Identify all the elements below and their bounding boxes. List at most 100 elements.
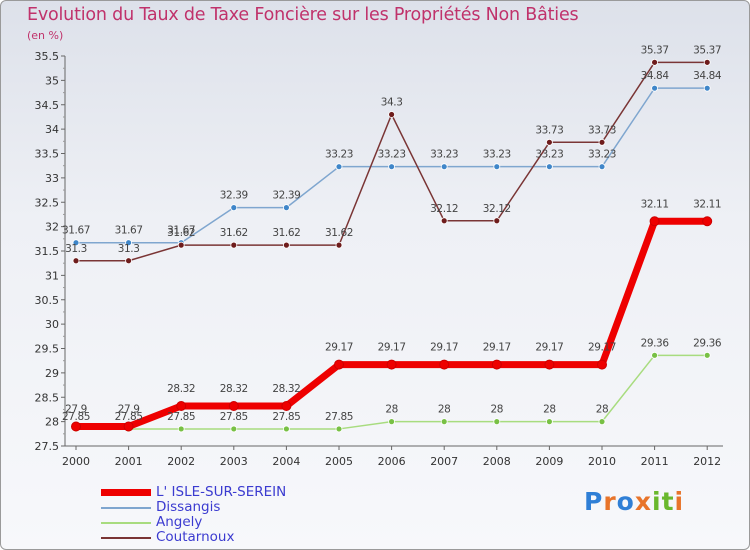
data-point <box>493 217 501 225</box>
data-label: 33.23 <box>378 149 406 161</box>
data-label: 28 <box>596 404 609 416</box>
data-point <box>651 351 658 359</box>
data-label: 31.62 <box>272 227 300 239</box>
x-tick-label: 2008 <box>483 455 511 468</box>
data-point <box>597 359 607 370</box>
data-point <box>544 359 555 370</box>
data-point <box>440 418 448 426</box>
data-label: 28.32 <box>167 383 195 395</box>
data-label: 28 <box>491 404 504 416</box>
logo-letter: i <box>674 487 685 516</box>
data-point <box>123 421 134 432</box>
data-label: 33.23 <box>588 149 616 161</box>
data-label: 32.12 <box>483 203 511 215</box>
data-label: 34.3 <box>381 97 403 109</box>
data-label: 34.84 <box>693 70 722 82</box>
x-tick-label: 2001 <box>115 455 143 468</box>
data-point <box>649 216 660 227</box>
data-point <box>176 401 187 412</box>
data-point <box>703 351 711 359</box>
x-tick-label: 2011 <box>641 455 669 468</box>
data-point <box>71 421 81 432</box>
legend-item-coutarnoux: Coutarnoux <box>101 530 341 545</box>
data-point <box>335 163 343 171</box>
data-point <box>651 58 658 66</box>
logo-letter: o <box>616 487 635 516</box>
legend-swatch-coutarnoux <box>101 537 151 539</box>
data-label: 33.23 <box>430 149 458 161</box>
data-label: 29.36 <box>641 337 670 349</box>
data-label: 32.11 <box>641 198 669 210</box>
x-tick-label: 2000 <box>62 455 90 468</box>
logo-letter: i <box>652 487 662 516</box>
data-point <box>388 418 396 426</box>
data-label: 29.17 <box>588 342 616 354</box>
data-label: 33.23 <box>483 149 511 161</box>
data-point <box>230 204 238 212</box>
data-label: 32.39 <box>272 190 300 202</box>
data-label: 27.9 <box>65 404 87 416</box>
data-point <box>440 217 448 225</box>
data-point <box>281 401 292 412</box>
data-label: 34.84 <box>641 70 670 82</box>
data-point <box>651 84 658 92</box>
data-label: 31.67 <box>167 225 195 237</box>
data-label: 33.23 <box>325 149 353 161</box>
data-point <box>72 257 80 265</box>
y-tick-label: 31 <box>45 269 59 282</box>
data-label: 29.36 <box>693 337 722 349</box>
data-point <box>703 84 711 92</box>
data-label: 29.17 <box>325 342 353 354</box>
data-point <box>439 359 450 370</box>
y-tick-label: 33.5 <box>35 148 60 161</box>
data-label: 31.3 <box>118 243 140 255</box>
y-tick-label: 32 <box>45 221 59 234</box>
data-label: 29.17 <box>430 342 458 354</box>
y-tick-label: 35 <box>45 74 59 87</box>
data-point <box>334 359 344 370</box>
data-point <box>546 418 553 426</box>
data-label: 29.17 <box>483 342 511 354</box>
data-point <box>493 418 501 426</box>
y-tick-label: 31.5 <box>35 245 60 258</box>
y-tick-label: 34.5 <box>35 99 60 112</box>
legend-label-coutarnoux: Coutarnoux <box>156 529 235 545</box>
data-point <box>546 138 553 146</box>
data-point <box>703 58 711 66</box>
data-label: 27.85 <box>325 411 353 423</box>
chart-title: Evolution du Taux de Taxe Foncière sur l… <box>27 5 579 25</box>
legend-label-dissangis: Dissangis <box>156 499 221 515</box>
data-label: 32.11 <box>693 198 721 210</box>
data-point <box>282 425 290 433</box>
x-tick-label: 2012 <box>693 455 721 468</box>
data-label: 28.32 <box>220 383 248 395</box>
data-point <box>72 239 80 247</box>
data-label: 33.23 <box>535 149 563 161</box>
data-label: 31.62 <box>167 227 195 239</box>
data-point <box>125 239 132 247</box>
logo-letter: x <box>634 487 652 516</box>
data-label: 31.62 <box>325 227 353 239</box>
data-label: 28 <box>385 404 398 416</box>
data-point <box>491 359 502 370</box>
legend-label-lisle: L' ISLE-SUR-SEREIN <box>156 484 287 500</box>
legend-swatch-lisle <box>101 489 151 496</box>
x-tick-label: 2010 <box>588 455 616 468</box>
y-tick-label: 30 <box>45 318 59 331</box>
y-tick-label: 28.5 <box>35 391 60 404</box>
data-label: 27.9 <box>118 404 140 416</box>
data-point <box>177 425 185 433</box>
data-label: 28.32 <box>272 383 300 395</box>
data-label: 32.39 <box>220 190 248 202</box>
y-tick-label: 27.5 <box>35 440 60 453</box>
y-tick-label: 32.5 <box>35 196 60 209</box>
legend-swatch-angely <box>101 522 151 524</box>
x-tick-label: 2007 <box>430 455 458 468</box>
legend: L' ISLE-SUR-SEREIN Dissangis Angely Cout… <box>101 485 341 545</box>
data-label: 32.12 <box>430 203 458 215</box>
legend-item-angely: Angely <box>101 515 341 530</box>
data-point <box>388 163 396 171</box>
data-label: 27.85 <box>272 411 300 423</box>
y-tick-label: 29.5 <box>35 343 60 356</box>
